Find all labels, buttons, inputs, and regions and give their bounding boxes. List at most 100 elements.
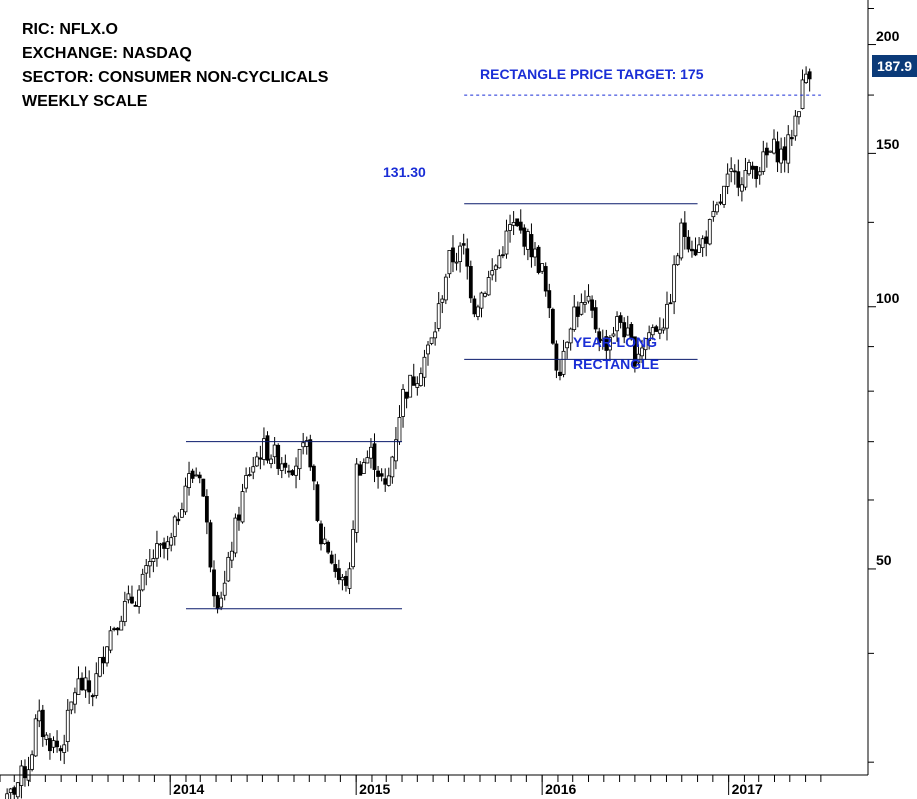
candle <box>237 506 241 531</box>
candle-body <box>240 491 245 523</box>
candle-body <box>786 134 791 164</box>
candle-body <box>454 261 459 264</box>
candle <box>172 514 177 546</box>
candle-body <box>497 255 502 269</box>
candle-body <box>618 315 623 323</box>
candle-body <box>436 303 441 329</box>
candle <box>483 291 487 298</box>
candle <box>379 468 384 482</box>
candle-body <box>779 148 784 164</box>
candle-body <box>408 374 413 398</box>
candle <box>711 200 716 222</box>
candle <box>201 478 206 497</box>
candle <box>454 252 459 271</box>
candle <box>94 662 99 699</box>
candle <box>558 359 562 381</box>
candle-body <box>643 338 648 351</box>
candle <box>358 461 363 476</box>
candle <box>372 433 377 483</box>
candle-body <box>158 543 163 546</box>
candle-body <box>151 558 156 562</box>
candle <box>597 327 602 352</box>
candle <box>590 295 594 319</box>
candle <box>632 336 637 373</box>
candle-body <box>515 218 520 227</box>
candle <box>511 211 516 236</box>
candle <box>240 483 245 524</box>
candle <box>155 530 159 567</box>
candle <box>515 218 520 227</box>
candle <box>133 601 138 607</box>
candle <box>661 318 666 334</box>
candle <box>622 317 627 344</box>
candle <box>804 66 808 84</box>
candle-body <box>476 306 480 317</box>
candle-body <box>376 470 380 477</box>
candle-body <box>201 478 206 497</box>
y-tick-label: 200 <box>876 27 900 44</box>
candle <box>5 788 10 799</box>
candle <box>130 585 134 605</box>
candle <box>19 760 24 799</box>
candle-body <box>700 238 705 249</box>
candle <box>404 391 409 409</box>
candle-body <box>493 265 498 271</box>
candle-body <box>73 692 77 705</box>
candle <box>329 550 334 565</box>
candle <box>165 535 170 561</box>
candle-body <box>615 316 619 332</box>
candle-body <box>290 470 295 476</box>
candle <box>411 363 416 386</box>
x-tick-label: 2015 <box>359 781 391 797</box>
candle <box>743 157 748 191</box>
candle <box>547 283 552 319</box>
candle-body <box>69 701 74 711</box>
candle-body <box>754 166 759 180</box>
candle <box>418 367 423 387</box>
candle-body <box>87 680 92 693</box>
candle-body <box>743 170 748 188</box>
candle <box>340 574 345 591</box>
candle <box>461 233 466 255</box>
y-tick-label: 150 <box>876 136 900 153</box>
candle <box>40 704 45 747</box>
candle-body <box>558 371 562 376</box>
candle <box>115 627 120 636</box>
candle-body <box>622 322 627 338</box>
candle <box>254 451 259 468</box>
candle-body <box>379 473 384 477</box>
candle-body <box>772 138 776 154</box>
candle-body <box>62 744 67 753</box>
candle-body <box>718 201 723 204</box>
candle <box>290 469 295 476</box>
candle <box>169 532 174 552</box>
candle <box>572 294 577 332</box>
candle-body <box>287 470 291 473</box>
candle-body <box>5 793 10 799</box>
candle-body <box>797 111 801 118</box>
candle-body <box>308 439 313 468</box>
candle-body <box>319 523 323 545</box>
candle-body <box>279 463 284 471</box>
candle <box>105 646 109 667</box>
candle-body <box>265 435 270 461</box>
candle <box>707 218 712 246</box>
candle <box>586 284 591 304</box>
candle-body <box>632 336 637 367</box>
candle-body <box>155 543 159 559</box>
candle-body <box>19 765 24 786</box>
candle <box>229 541 234 569</box>
candle <box>518 209 523 234</box>
candle <box>533 242 537 267</box>
candle <box>736 159 741 197</box>
rectangle-label-line1: YEAR-LONG <box>573 334 657 350</box>
candle-body <box>233 517 238 554</box>
candle <box>361 458 366 474</box>
candle <box>657 317 662 340</box>
candle <box>451 235 455 273</box>
candle-body <box>429 337 434 344</box>
candle <box>287 464 291 478</box>
candle-body <box>329 554 334 564</box>
candle-body <box>550 308 555 344</box>
candle-body <box>372 443 377 470</box>
